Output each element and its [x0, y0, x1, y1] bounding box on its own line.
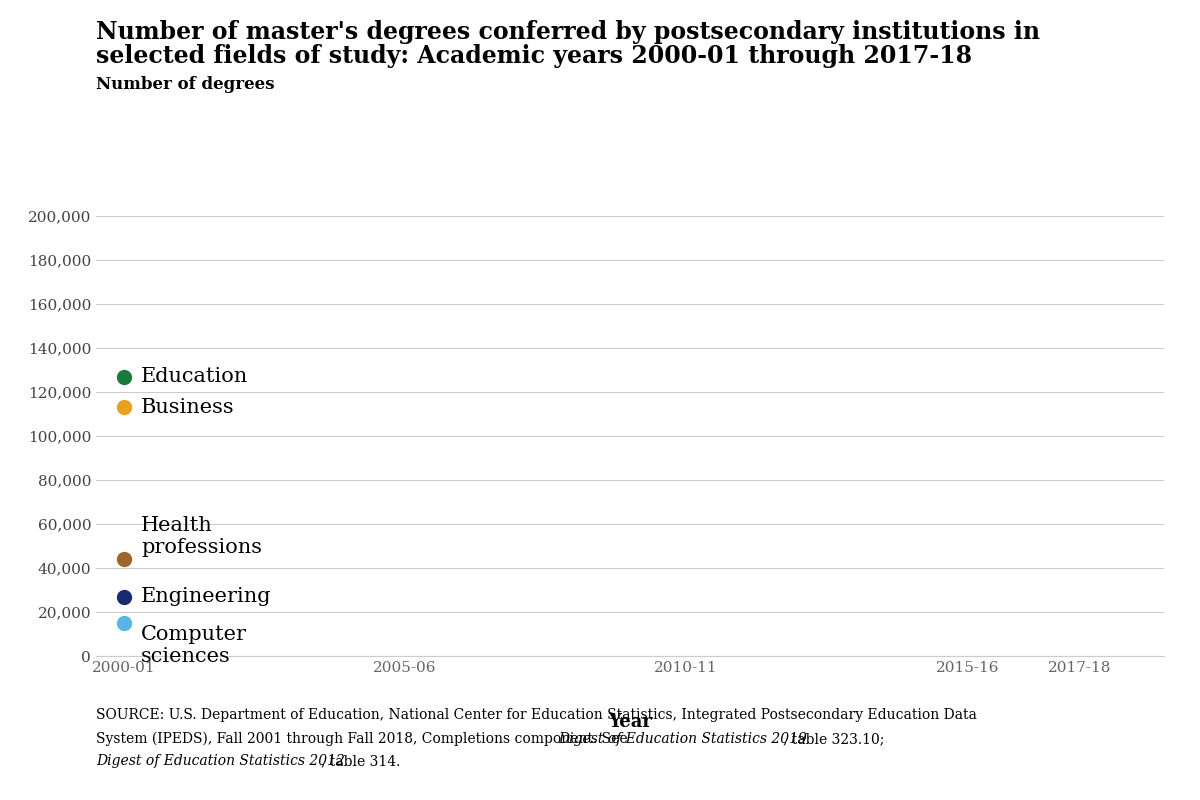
Text: Computer
sciences: Computer sciences: [140, 626, 247, 666]
Point: [114, 617, 133, 630]
Text: Digest of Education Statistics 2012: Digest of Education Statistics 2012: [96, 754, 344, 768]
Text: Education: Education: [140, 367, 248, 386]
Point: [114, 590, 133, 603]
Point: [114, 370, 133, 383]
Text: , table 314.: , table 314.: [320, 754, 400, 768]
Text: Number of degrees: Number of degrees: [96, 76, 275, 93]
Text: Number of master's degrees conferred by postsecondary institutions in: Number of master's degrees conferred by …: [96, 20, 1040, 44]
Text: Digest of Education Statistics 2019: Digest of Education Statistics 2019: [558, 732, 808, 746]
Text: , table 323.10;: , table 323.10;: [782, 732, 884, 746]
Text: Business: Business: [140, 398, 234, 417]
Text: System (IPEDS), Fall 2001 through Fall 2018, Completions component. See: System (IPEDS), Fall 2001 through Fall 2…: [96, 732, 632, 746]
Text: Health
professions: Health professions: [140, 516, 262, 557]
Point: [114, 401, 133, 414]
Point: [114, 553, 133, 566]
Text: SOURCE: U.S. Department of Education, National Center for Education Statistics, : SOURCE: U.S. Department of Education, Na…: [96, 708, 977, 722]
Text: Engineering: Engineering: [140, 587, 271, 606]
Text: selected fields of study: Academic years 2000-01 through 2017-18: selected fields of study: Academic years…: [96, 44, 972, 68]
Text: Year: Year: [608, 714, 652, 731]
